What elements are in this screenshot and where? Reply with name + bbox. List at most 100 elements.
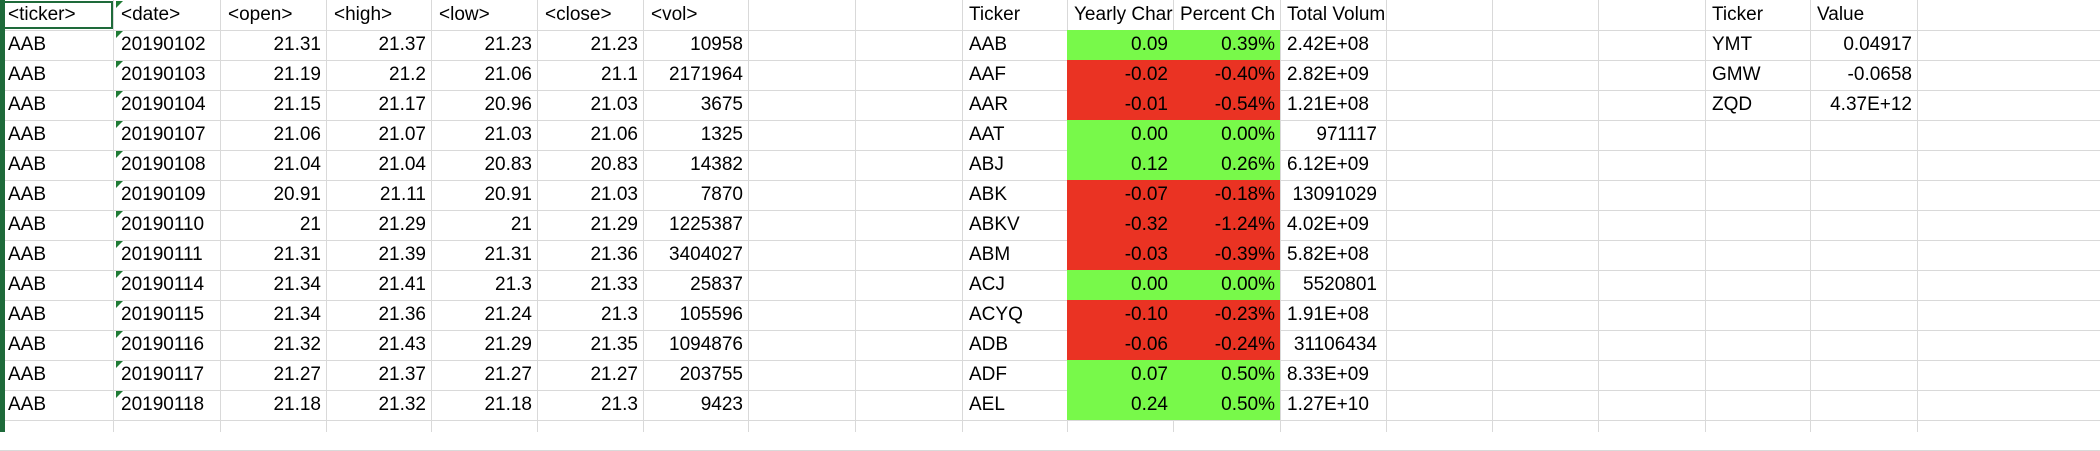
- raw-ticker-cell[interactable]: AAB: [8, 274, 47, 295]
- summary-yearly-cell[interactable]: -0.06: [1067, 330, 1173, 360]
- raw-value-cell[interactable]: 10958: [690, 34, 743, 55]
- raw-value-cell[interactable]: 21.43: [378, 334, 426, 355]
- summary-volume-cell[interactable]: 1.27E+10: [1287, 394, 1369, 415]
- summary-ticker-cell[interactable]: ABKV: [969, 214, 1020, 235]
- raw-value-cell[interactable]: 21.27: [273, 364, 321, 385]
- raw-value-cell[interactable]: 21.31: [273, 244, 321, 265]
- raw-value-cell[interactable]: 21.18: [273, 394, 321, 415]
- summary-yearly-cell[interactable]: 0.00: [1067, 270, 1173, 300]
- raw-value-cell[interactable]: 20190116: [121, 334, 205, 355]
- raw-value-cell[interactable]: 21.36: [590, 244, 638, 265]
- raw-value-cell[interactable]: 20190108: [121, 154, 206, 175]
- summary-volume-cell[interactable]: 5.82E+08: [1287, 244, 1369, 265]
- raw-header-cell[interactable]: <vol>: [651, 4, 698, 25]
- raw-value-cell[interactable]: 21.06: [590, 124, 638, 145]
- summary-ticker-cell[interactable]: ADB: [969, 334, 1009, 355]
- raw-value-cell[interactable]: 20.96: [484, 94, 532, 115]
- raw-ticker-cell[interactable]: AAB: [8, 184, 47, 205]
- summary-percent-cell[interactable]: 0.26%: [1173, 150, 1280, 180]
- summary-percent-cell[interactable]: 0.00%: [1173, 270, 1280, 300]
- raw-value-cell[interactable]: 20.83: [484, 154, 532, 175]
- raw-value-cell[interactable]: 21.17: [378, 94, 426, 115]
- summary-ticker-cell[interactable]: ABJ: [969, 154, 1004, 175]
- summary-ticker-cell[interactable]: ACJ: [969, 274, 1005, 295]
- raw-value-cell[interactable]: 20.91: [484, 184, 532, 205]
- summary-percent-cell[interactable]: -0.39%: [1173, 240, 1280, 270]
- greatest-ticker-cell[interactable]: YMT: [1712, 34, 1753, 55]
- raw-ticker-cell[interactable]: AAB: [8, 34, 47, 55]
- raw-value-cell[interactable]: 21.03: [590, 94, 638, 115]
- summary-yearly-cell[interactable]: -0.32: [1067, 210, 1173, 240]
- summary-ticker-cell[interactable]: AAT: [969, 124, 1005, 145]
- raw-value-cell[interactable]: 21.24: [484, 304, 532, 325]
- raw-value-cell[interactable]: 21.19: [273, 64, 321, 85]
- raw-header-cell[interactable]: <open>: [228, 4, 293, 25]
- raw-ticker-cell[interactable]: AAB: [8, 64, 47, 85]
- raw-value-cell[interactable]: 21.18: [484, 394, 532, 415]
- raw-value-cell[interactable]: 3675: [700, 94, 743, 115]
- raw-value-cell[interactable]: 21.34: [273, 304, 321, 325]
- summary-yearly-cell[interactable]: 0.12: [1067, 150, 1173, 180]
- raw-value-cell[interactable]: 1325: [700, 124, 743, 145]
- raw-value-cell[interactable]: 21.3: [495, 274, 532, 295]
- summary-percent-cell[interactable]: -1.24%: [1173, 210, 1280, 240]
- summary-ticker-cell[interactable]: ABK: [969, 184, 1008, 205]
- raw-value-cell[interactable]: 21: [299, 214, 321, 235]
- raw-value-cell[interactable]: 14382: [690, 154, 743, 175]
- raw-value-cell[interactable]: 21.11: [379, 184, 426, 205]
- raw-value-cell[interactable]: 20190115: [121, 304, 205, 325]
- raw-value-cell[interactable]: 21.37: [378, 34, 426, 55]
- summary-ticker-cell[interactable]: ABM: [969, 244, 1011, 265]
- raw-header-cell[interactable]: <low>: [439, 4, 490, 25]
- raw-value-cell[interactable]: 21.27: [590, 364, 638, 385]
- summary-ticker-cell[interactable]: AAR: [969, 94, 1009, 115]
- raw-value-cell[interactable]: 21.07: [378, 124, 426, 145]
- raw-value-cell[interactable]: 20190103: [121, 64, 206, 85]
- summary-percent-cell[interactable]: -0.24%: [1173, 330, 1280, 360]
- raw-value-cell[interactable]: 21.15: [273, 94, 321, 115]
- greatest-value-cell[interactable]: 0.04917: [1843, 34, 1912, 55]
- raw-value-cell[interactable]: 21.1: [601, 64, 638, 85]
- raw-value-cell[interactable]: 21.29: [484, 334, 532, 355]
- raw-value-cell[interactable]: 21.33: [590, 274, 638, 295]
- raw-value-cell[interactable]: 21.36: [378, 304, 426, 325]
- summary-percent-cell[interactable]: -0.23%: [1173, 300, 1280, 330]
- raw-value-cell[interactable]: 21.31: [273, 34, 321, 55]
- raw-ticker-cell[interactable]: AAB: [8, 124, 47, 145]
- raw-value-cell[interactable]: 21.2: [389, 64, 426, 85]
- summary-ticker-cell[interactable]: ACYQ: [969, 304, 1023, 325]
- raw-value-cell[interactable]: 21.27: [484, 364, 532, 385]
- raw-value-cell[interactable]: 21.32: [273, 334, 321, 355]
- raw-ticker-cell[interactable]: AAB: [8, 244, 47, 265]
- summary-yearly-cell[interactable]: 0.24: [1067, 390, 1173, 420]
- raw-ticker-cell[interactable]: AAB: [8, 364, 47, 385]
- summary-volume-cell[interactable]: 5520801: [1303, 274, 1377, 295]
- raw-value-cell[interactable]: 20190107: [121, 124, 206, 145]
- greatest-value-cell[interactable]: 4.37E+12: [1830, 94, 1912, 115]
- raw-value-cell[interactable]: 21.23: [484, 34, 532, 55]
- greatest-value-cell[interactable]: -0.0658: [1847, 64, 1912, 85]
- raw-value-cell[interactable]: 1094876: [669, 334, 743, 355]
- summary-yearly-cell[interactable]: 0.07: [1067, 360, 1173, 390]
- raw-value-cell[interactable]: 20190111: [121, 244, 203, 265]
- summary-ticker-cell[interactable]: AAF: [969, 64, 1006, 85]
- raw-value-cell[interactable]: 21: [510, 214, 532, 235]
- raw-ticker-cell[interactable]: AAB: [8, 304, 47, 325]
- summary-volume-cell[interactable]: 1.91E+08: [1287, 304, 1369, 325]
- raw-value-cell[interactable]: 21.34: [273, 274, 321, 295]
- raw-value-cell[interactable]: 20.83: [590, 154, 638, 175]
- summary-header-cell[interactable]: Ticker: [969, 4, 1021, 25]
- raw-ticker-cell[interactable]: AAB: [8, 394, 47, 415]
- summary-percent-cell[interactable]: 0.00%: [1173, 120, 1280, 150]
- summary-percent-cell[interactable]: -0.40%: [1173, 60, 1280, 90]
- raw-header-cell[interactable]: <date>: [121, 4, 181, 25]
- raw-header-cell[interactable]: <high>: [334, 4, 393, 25]
- raw-value-cell[interactable]: 21.31: [484, 244, 532, 265]
- summary-yearly-cell[interactable]: -0.03: [1067, 240, 1173, 270]
- raw-value-cell[interactable]: 21.23: [590, 34, 638, 55]
- raw-value-cell[interactable]: 20190114: [121, 274, 205, 295]
- greatest-ticker-cell[interactable]: ZQD: [1712, 94, 1753, 115]
- raw-value-cell[interactable]: 2171964: [669, 64, 743, 85]
- summary-yearly-cell[interactable]: 0.09: [1067, 30, 1173, 60]
- summary-volume-cell[interactable]: 2.82E+09: [1287, 64, 1369, 85]
